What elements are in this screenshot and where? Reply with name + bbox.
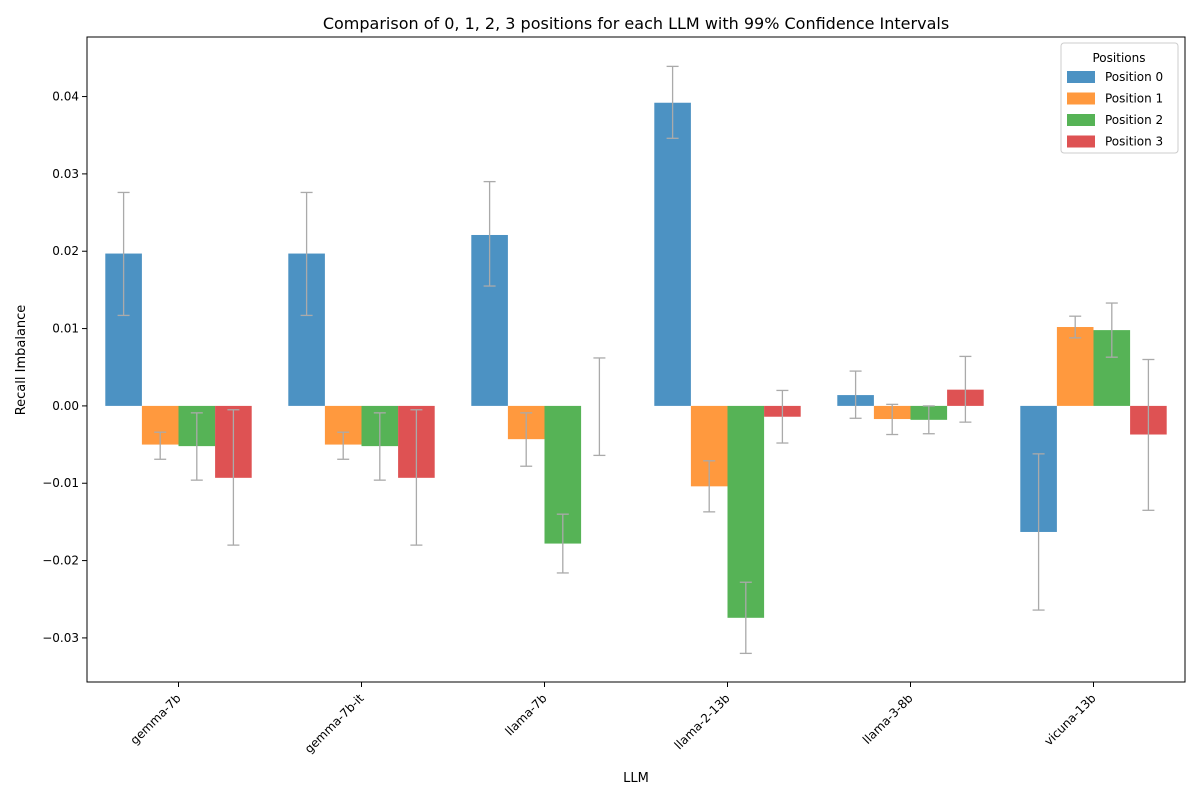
y-tick-label: −0.03	[42, 631, 79, 645]
y-tick-label: 0.01	[52, 322, 79, 336]
error-bar-vicuna-13b-series-3	[1142, 358, 1155, 511]
y-tick-label: 0.00	[52, 399, 79, 413]
plot-area	[105, 65, 1167, 655]
error-bar-gemma-7b-series-1	[154, 431, 167, 460]
error-bar-llama-7b-series-1	[520, 412, 533, 467]
legend-swatch	[1067, 114, 1095, 126]
error-bar-llama-7b-series-3	[593, 357, 606, 457]
bar-vicuna-13b-series-1	[1056, 327, 1094, 406]
legend-item-series-2: Position 2	[1067, 113, 1163, 127]
x-tick-label-gemma-7b-it: gemma-7b-it	[302, 691, 367, 756]
error-bar-llama-3-8b-series-1	[886, 403, 899, 436]
legend-label: Position 3	[1105, 135, 1163, 149]
x-tick-label-gemma-7b: gemma-7b	[128, 691, 184, 747]
legend-title: Positions	[1093, 51, 1146, 65]
error-bar-llama-2-13b-series-2	[739, 581, 752, 655]
y-tick-label: −0.02	[42, 554, 79, 568]
error-bar-gemma-7b-it-series-2	[373, 412, 386, 481]
x-axis: gemma-7b gemma-7b-it llama-7b llama-2-13b ll…	[128, 682, 1099, 756]
legend: Positions Position 0 Position 1 Position 2…	[1060, 42, 1179, 154]
x-axis-label: LLM	[623, 771, 649, 786]
error-bar-vicuna-13b-series-1	[1069, 315, 1082, 339]
error-bar-llama-3-8b-series-3	[959, 355, 972, 423]
legend-item-series-1: Position 1	[1067, 92, 1163, 106]
error-bar-vicuna-13b-series-0	[1032, 453, 1045, 611]
error-bar-llama-7b-series-2	[556, 513, 569, 574]
error-bar-gemma-7b-it-series-0	[300, 191, 313, 317]
bar-llama-2-13b-series-0	[654, 102, 691, 406]
x-tick-label-llama-7b: llama-7b	[502, 691, 549, 738]
legend-swatch	[1067, 71, 1095, 83]
legend-item-series-3: Position 3	[1067, 135, 1163, 149]
y-tick-label: 0.04	[52, 90, 79, 104]
y-tick-label: 0.02	[52, 244, 79, 258]
error-bar-gemma-7b-series-2	[190, 412, 203, 481]
error-bar-llama-3-8b-series-2	[922, 405, 935, 435]
y-axis-label: Recall Imbalance	[14, 305, 29, 416]
x-tick-label-llama-3-8b: llama-3-8b	[860, 691, 916, 747]
legend-items: Position 0 Position 1 Position 2 Position 3	[1067, 70, 1163, 149]
error-bar-gemma-7b-series-3	[227, 409, 240, 546]
error-bar-vicuna-13b-series-2	[1105, 302, 1118, 358]
legend-label: Position 2	[1105, 113, 1163, 127]
x-tick-label-vicuna-13b: vicuna-13b	[1041, 691, 1098, 748]
chart-title: Comparison of 0, 1, 2, 3 positions for e…	[323, 14, 949, 33]
error-bar-gemma-7b-it-series-3	[410, 409, 423, 546]
legend-item-series-0: Position 0	[1067, 70, 1163, 84]
error-bar-llama-2-13b-series-0	[666, 65, 679, 139]
y-tick-label: −0.01	[42, 476, 79, 490]
legend-swatch	[1067, 135, 1095, 148]
legend-label: Position 0	[1105, 70, 1163, 84]
y-tick-label: 0.03	[52, 167, 79, 181]
error-bar-llama-2-13b-series-1	[703, 460, 716, 513]
legend-label: Position 1	[1105, 92, 1163, 106]
error-bar-llama-3-8b-series-0	[849, 370, 862, 419]
error-bar-llama-7b-series-0	[483, 180, 496, 287]
error-bar-gemma-7b-it-series-1	[337, 431, 350, 460]
error-bar-gemma-7b-series-0	[117, 191, 130, 317]
x-tick-label-llama-2-13b: llama-2-13b	[672, 691, 733, 752]
plot-frame	[86, 36, 1186, 683]
y-axis: −0.03 −0.02 −0.01 0.00 0.01 0.02 0.03 0.04	[42, 90, 87, 645]
error-bar-llama-2-13b-series-3	[776, 389, 789, 444]
legend-swatch	[1067, 92, 1095, 105]
